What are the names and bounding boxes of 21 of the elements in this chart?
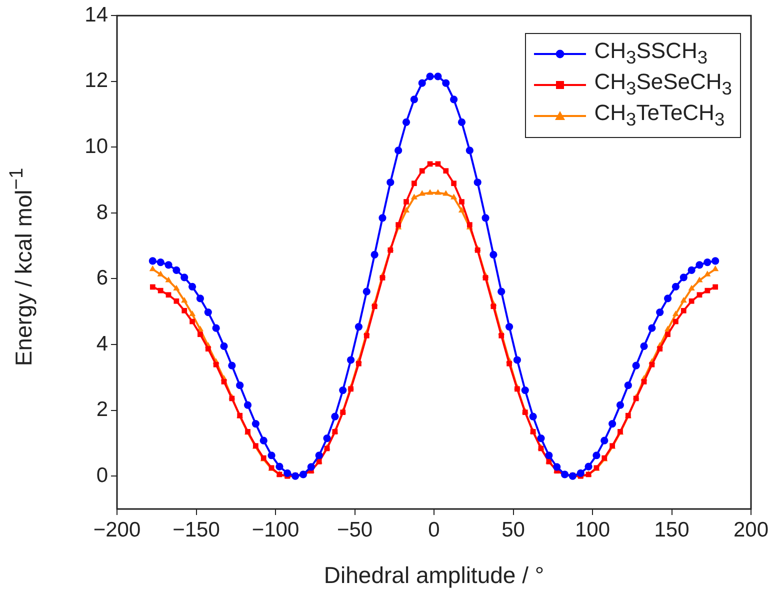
x-tick-label: 0	[428, 518, 440, 542]
x-axis-title: Dihedral amplitude / °	[322, 562, 546, 589]
y-tick-label: 10	[84, 134, 108, 158]
x-tick-label: −150	[172, 518, 220, 542]
legend-label: CH$_{3}$SeSeCH$_{3}$	[594, 69, 732, 100]
y-tick-label: 4	[96, 332, 108, 356]
x-tick-label: 150	[654, 518, 690, 542]
legend-label: CH$_{3}$SSCH$_{3}$	[594, 38, 708, 69]
y-tick-label: 0	[96, 464, 108, 487]
x-tick-label: 200	[733, 518, 769, 542]
y-tick-label: 2	[96, 398, 108, 422]
x-tick-label: −50	[336, 518, 373, 542]
y-tick-label: 6	[96, 266, 108, 290]
x-tick-label: 100	[574, 518, 610, 542]
y-tick-label: 8	[96, 200, 108, 224]
y-tick-label: 14	[84, 3, 108, 26]
x-tick-label: −100	[252, 518, 300, 542]
y-tick-label: 12	[84, 69, 108, 92]
x-tick-label: 50	[502, 518, 525, 542]
legend-label: CH$_{3}$TeTeCH$_{3}$	[594, 100, 725, 131]
x-tick-label: −200	[93, 518, 141, 542]
